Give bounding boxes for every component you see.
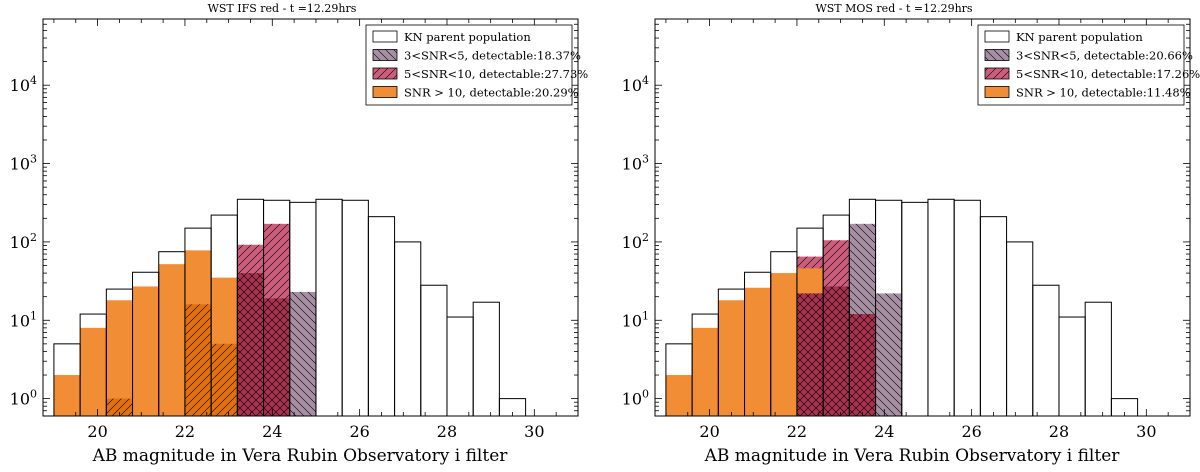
legend-snr10-swatch [372,86,398,98]
snr10-bar [665,375,693,416]
ifs-axes: 20 22 24 26 28 30 100 101 102 103 104 [10,18,579,441]
mos-bars [665,198,1139,417]
snr-overlap-hatch [849,314,876,416]
mos-legend: KN parent population 3<SNR<5, detectable:… [977,24,1200,106]
x-tick-label: 22 [787,422,807,441]
parent-fill-bar [1085,302,1112,416]
snr10-overlap-hatch [184,304,212,416]
parent-fill-bar [901,202,928,416]
y-tick-label: 103 [622,153,649,174]
snr-overlap-hatch [796,293,824,416]
snr-overlap-hatch [823,286,850,416]
legend-snr3-5-label: 3<SNR<5, detectable:20.66% [1016,49,1193,63]
legend-snr3-5-swatch-hatch [985,49,1009,61]
parent-fill-bar [954,200,981,416]
x-tick-label: 20 [699,422,719,441]
y-tick-label: 102 [622,231,649,252]
ifs-legend: KN parent population 3<SNR<5, detectable:… [365,24,588,106]
snr10-overlap-hatch [106,398,133,416]
legend-box [365,24,573,106]
x-tick-label: 30 [524,422,544,441]
y-tick-label: 101 [622,309,649,330]
plot-frame [42,18,579,417]
legend-box [977,24,1185,106]
snr10-bar [744,287,771,416]
parent-fill-bar [980,216,1007,416]
parent-fill-bar [315,199,343,416]
ifs-panel: WST IFS red - t =12.29hrs 20 22 24 26 28 30 10… [10,2,589,466]
plot-frame [654,18,1191,417]
snr10-bar [770,273,797,416]
legend-snr3-5-label: 3<SNR<5, detectable:18.37% [404,49,581,63]
legend-snr5-10-label: 5<SNR<10, detectable:17.26% [1016,67,1200,81]
snr10-bar [692,327,719,416]
snr10-bar [132,286,159,416]
x-tick-label: 20 [87,422,107,441]
x-tick-label: 26 [349,422,369,441]
parent-fill-bar [927,199,955,416]
parent-fill-bar [1006,241,1033,416]
y-tick-label: 100 [622,388,649,409]
parent-fill-bar [446,317,474,416]
parent-fill-bar [1111,398,1138,416]
snr-overlap-hatch [237,273,264,416]
legend-snr3-5-swatch-hatch [373,49,397,61]
x-tick-label: 24 [262,422,282,441]
snr-overlap-hatch [263,298,290,416]
legend-parent-label: KN parent population [404,30,531,44]
snr10-bar [53,375,81,416]
chart-title: WST IFS red - t =12.29hrs [208,2,357,15]
mos-panel: WST MOS red - t =12.29hrs 20 22 24 26 28 30 10… [622,2,1200,466]
y-tick-label: 102 [10,231,37,252]
snr10-bar [718,300,745,416]
snr3-5-hatch [289,291,316,416]
y-tick-label: 104 [622,74,649,95]
ifs-bars [53,198,527,417]
x-tick-label: 22 [175,422,195,441]
x-tick-label: 28 [437,422,457,441]
parent-fill-bar [1058,317,1086,416]
legend-parent-swatch [984,30,1010,43]
x-axis-label: AB magnitude in Vera Rubin Observatory i… [92,446,509,466]
x-tick-label: 28 [1049,422,1069,441]
parent-fill-bar [1032,285,1059,416]
parent-fill-bar [473,302,500,416]
legend-snr10-label: SNR > 10, detectable:20.29% [404,86,579,100]
y-tick-label: 104 [10,74,37,95]
x-tick-label: 26 [961,422,981,441]
legend-snr5-10-label: 5<SNR<10, detectable:27.73% [404,67,588,81]
parent-fill-bar [342,200,369,416]
legend-parent-label: KN parent population [1016,30,1143,44]
legend-snr5-10-swatch-hatch [985,68,1009,79]
snr3-5-hatch [875,293,902,416]
snr10-overlap-hatch [211,343,238,416]
x-axis-label: AB magnitude in Vera Rubin Observatory i… [704,446,1121,466]
y-tick-label: 103 [10,153,37,174]
chart-title: WST MOS red - t =12.29hrs [815,2,972,15]
parent-fill-bar [420,285,447,416]
legend-snr10-swatch [984,86,1010,98]
mos-axes: 20 22 24 26 28 30 100 101 102 103 104 [622,18,1191,441]
parent-fill-bar [368,216,395,416]
x-tick-label: 30 [1136,422,1156,441]
snr10-bar [80,327,107,416]
parent-fill-bar [499,398,526,416]
snr10-bar [106,300,133,416]
y-tick-label: 100 [10,388,37,409]
y-tick-label: 101 [10,309,37,330]
legend-snr10-label: SNR > 10, detectable:11.48% [1016,86,1191,100]
legend-snr5-10-swatch-hatch [373,68,397,79]
legend-parent-swatch [372,30,398,43]
parent-fill-bar [394,241,421,416]
snr10-bar [158,264,185,416]
x-tick-label: 24 [874,422,894,441]
